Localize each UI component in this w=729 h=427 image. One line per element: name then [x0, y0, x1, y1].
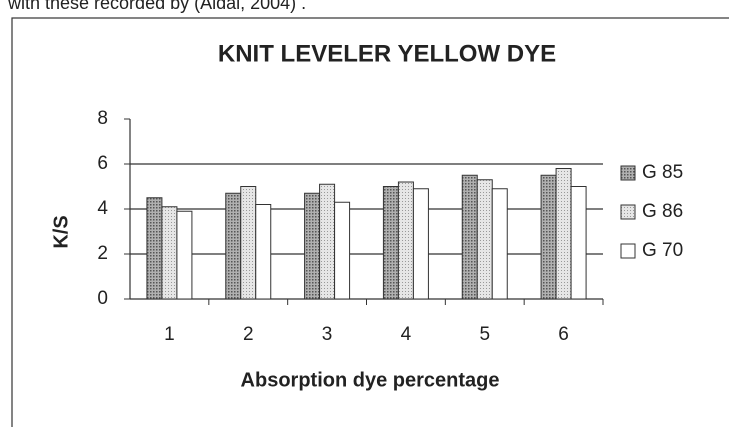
bar — [161, 206, 178, 300]
x-tick-label: 3 — [322, 324, 333, 345]
y-tick-label: 8 — [97, 108, 108, 129]
bar — [334, 201, 351, 300]
legend-label: G 86 — [642, 201, 683, 222]
bar — [176, 210, 193, 300]
legend-swatch — [620, 243, 636, 259]
legend-label: G 85 — [642, 162, 683, 183]
bar — [412, 188, 429, 300]
chart-frame — [11, 17, 729, 427]
bar — [146, 197, 163, 300]
y-tick-label: 4 — [97, 198, 108, 219]
x-axis-label: Absorption dye percentage — [241, 369, 500, 391]
legend-label: G 70 — [642, 240, 683, 261]
bar — [319, 183, 336, 300]
x-tick-label: 1 — [164, 324, 175, 345]
bar — [382, 186, 399, 300]
bar — [225, 192, 242, 300]
chart-title: KNIT LEVELER YELLOW DYE — [218, 40, 556, 67]
bar — [555, 168, 572, 300]
bar — [255, 204, 272, 300]
x-tick-label: 5 — [479, 324, 490, 345]
y-axis-label: K/S — [50, 215, 72, 248]
y-tick-label: 2 — [97, 243, 108, 264]
bar — [304, 192, 321, 300]
bar — [461, 174, 478, 300]
context-text: with these recorded by (Aldal, 2004) . — [7, 0, 306, 13]
y-tick-label: 0 — [97, 288, 108, 309]
bar — [397, 181, 414, 300]
bar — [570, 186, 587, 300]
legend-swatch — [620, 165, 636, 181]
bar — [240, 186, 257, 300]
bar — [540, 174, 557, 300]
x-tick-label: 2 — [243, 324, 254, 345]
bar — [491, 188, 508, 300]
x-tick-label: 4 — [401, 324, 412, 345]
x-tick-label: 6 — [558, 324, 569, 345]
y-tick-label: 6 — [97, 153, 108, 174]
bar — [476, 179, 493, 300]
legend-swatch — [620, 204, 636, 220]
